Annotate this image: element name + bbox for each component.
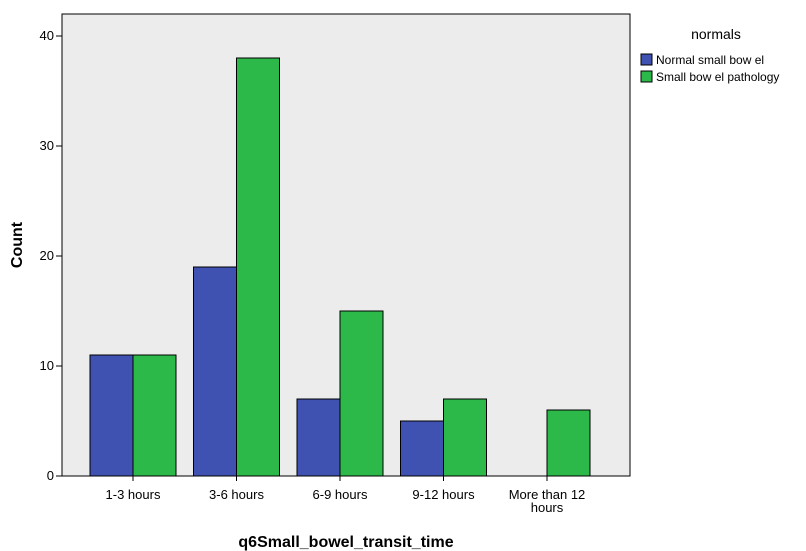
y-axis-title: Count xyxy=(9,221,26,268)
legend-label: Small bow el pathology xyxy=(656,70,779,84)
x-axis-title: q6Small_bowel_transit_time xyxy=(238,534,453,551)
x-axis: 1-3 hours 3-6 hours 6-9 hours 9-12 hours Mor… xyxy=(106,476,586,515)
bar-normal xyxy=(296,398,341,477)
bar-normal xyxy=(193,266,237,477)
legend-label: Normal small bow el xyxy=(656,53,764,67)
y-tick-label: 30 xyxy=(40,138,54,153)
legend-swatch xyxy=(640,53,653,66)
x-tick-label: More than 12 hours xyxy=(509,487,586,515)
legend-title: normals xyxy=(691,26,741,42)
bar-pathology xyxy=(236,57,280,477)
x-tick-label: 9-12 hours xyxy=(412,487,475,502)
y-axis: 0 10 20 30 40 xyxy=(40,28,62,483)
bars xyxy=(89,57,591,477)
bar-pathology xyxy=(132,354,177,477)
legend: normals Normal small bow el Small bow el … xyxy=(640,26,779,84)
x-tick-label: 3-6 hours xyxy=(209,487,264,502)
x-tick-label: 1-3 hours xyxy=(106,487,161,502)
legend-swatch xyxy=(640,70,653,83)
y-tick-label: 20 xyxy=(40,248,54,263)
y-tick-label: 0 xyxy=(47,468,54,483)
y-tick-label: 40 xyxy=(40,28,54,43)
x-tick-label: 6-9 hours xyxy=(313,487,368,502)
bar-pathology xyxy=(546,409,591,477)
bar-normal xyxy=(400,420,444,477)
bar-normal xyxy=(89,354,134,477)
y-tick-label: 10 xyxy=(40,358,54,373)
bar-pathology xyxy=(443,398,487,477)
bar-pathology xyxy=(339,310,384,477)
